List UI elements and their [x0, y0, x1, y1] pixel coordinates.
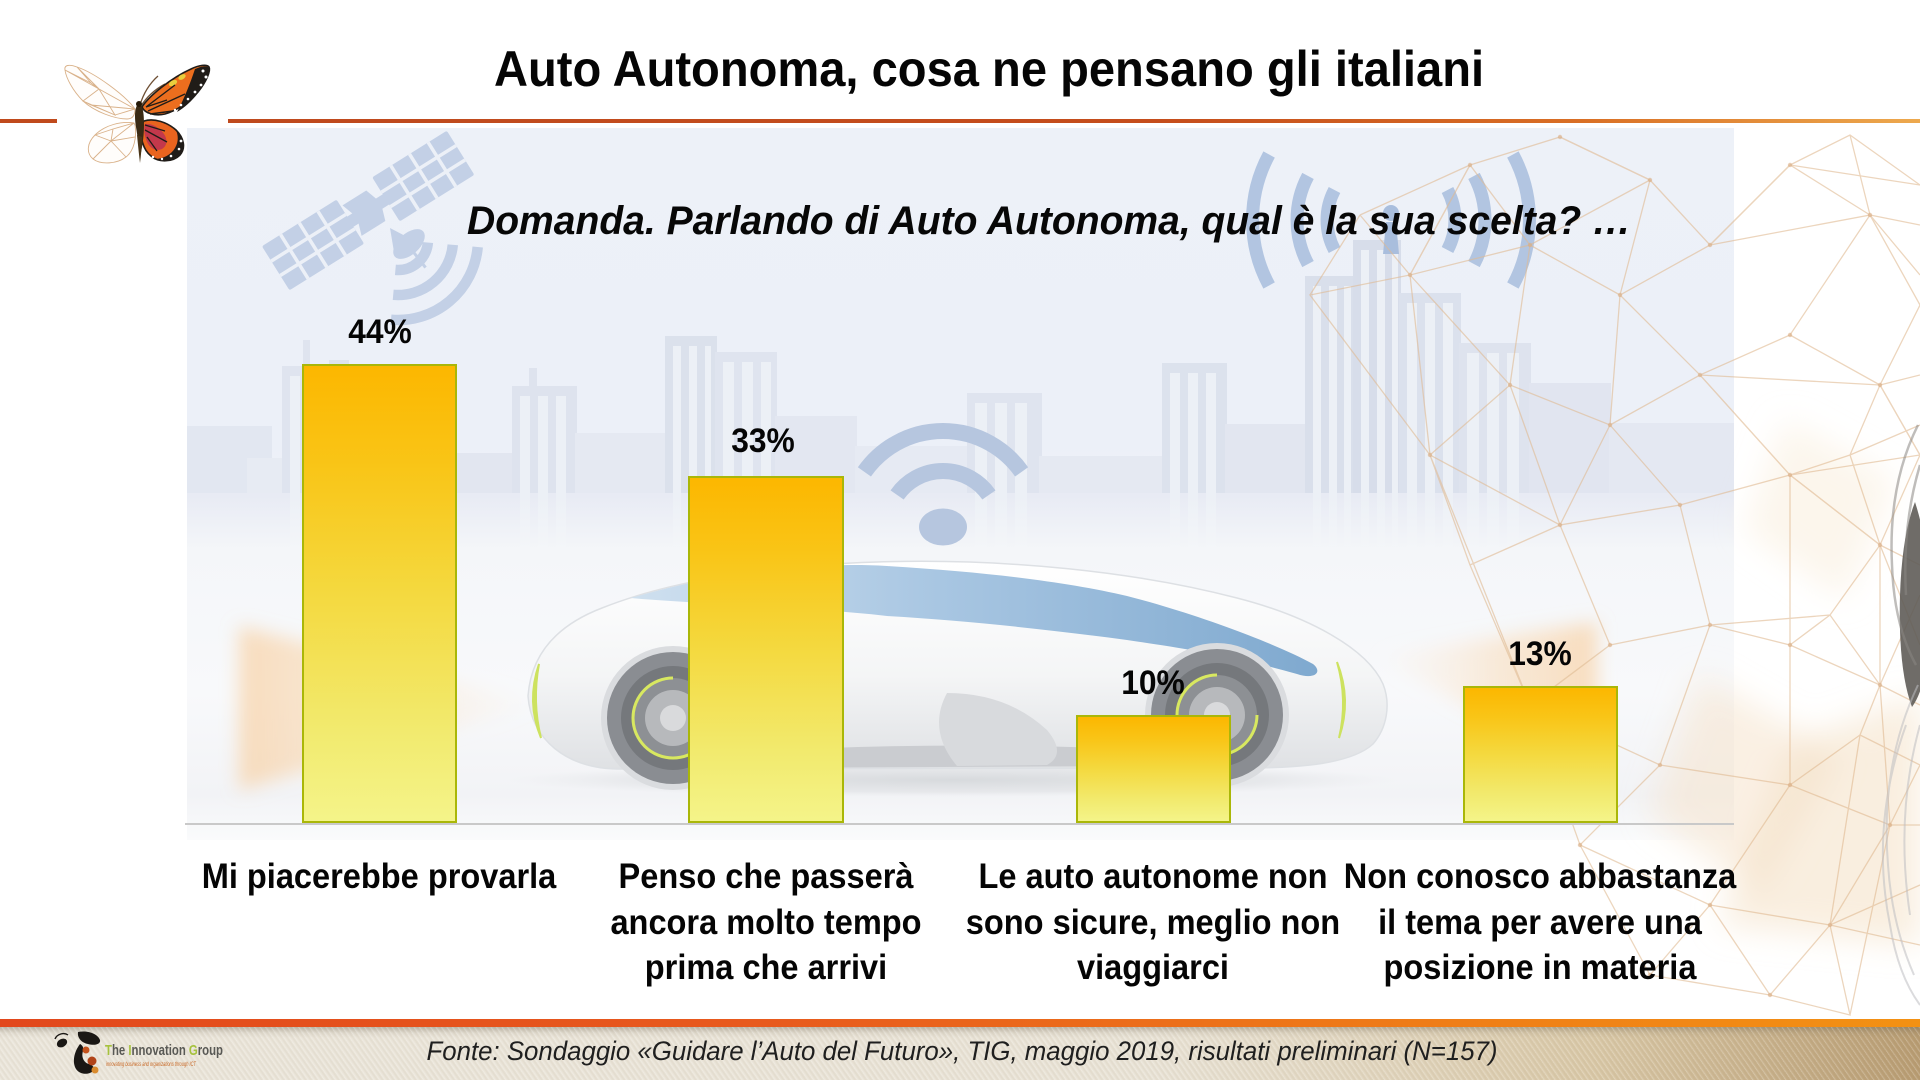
- svg-text:innovating business and organi: innovating business and organizations th…: [106, 1062, 197, 1068]
- svg-text:The Innovation Group: The Innovation Group: [105, 1043, 223, 1059]
